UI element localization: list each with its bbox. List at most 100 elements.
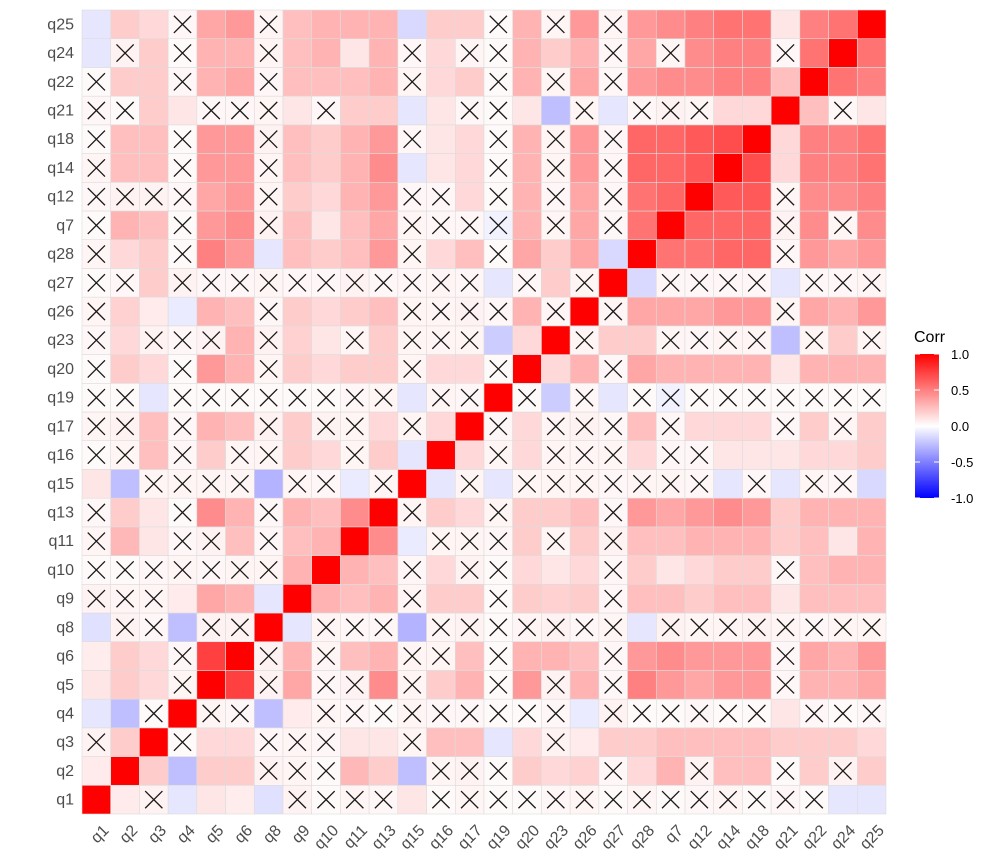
heatmap-cell-q18-q12 bbox=[742, 181, 772, 212]
cross-mark-q15-q28 bbox=[403, 245, 422, 264]
heatmap-cell-q1-q2 bbox=[81, 756, 112, 786]
cross-mark-q7-q19 bbox=[661, 388, 680, 407]
cross-mark-q15-q27 bbox=[403, 273, 422, 292]
cross-mark-q10-q5 bbox=[317, 675, 336, 694]
heatmap-cell-q9-q10 bbox=[282, 555, 313, 585]
cross-mark-q19-q18 bbox=[489, 130, 508, 149]
cross-mark-q17-q26 bbox=[460, 302, 479, 321]
cross-mark-q2-q27 bbox=[116, 273, 135, 292]
cross-mark-q18-q8 bbox=[747, 618, 766, 637]
heatmap-cell-q3-q21 bbox=[139, 95, 169, 126]
heatmap-cell-q12-q13 bbox=[684, 497, 715, 528]
heatmap-cell-q26-q14 bbox=[569, 153, 600, 183]
heatmap-cell-q16-q28 bbox=[426, 239, 456, 269]
cross-mark-q21-q2 bbox=[776, 761, 795, 780]
cross-mark-q16-q1 bbox=[431, 790, 450, 809]
cross-mark-q12-q1 bbox=[690, 790, 709, 809]
heatmap-cell-q23-q13 bbox=[541, 497, 571, 528]
cross-mark-q4-q16 bbox=[173, 446, 192, 465]
heatmap-cell-q10-q22 bbox=[311, 67, 341, 97]
cross-mark-q6-q27 bbox=[230, 273, 249, 292]
cross-mark-q5-q11 bbox=[202, 532, 221, 551]
cross-mark-q18-q27 bbox=[747, 273, 766, 292]
cross-mark-q19-q8 bbox=[489, 618, 508, 637]
cross-mark-q11-q16 bbox=[345, 446, 364, 465]
heatmap-cell-q8-q9 bbox=[253, 583, 284, 614]
cross-mark-q25-q23 bbox=[862, 331, 881, 350]
cross-mark-q1-q20 bbox=[87, 359, 106, 378]
heatmap-cell-q13-q22 bbox=[368, 67, 399, 97]
heatmap-cell-q7-q2 bbox=[655, 756, 686, 786]
cross-mark-q19-q7 bbox=[489, 216, 508, 235]
heatmap-cell-q15-q25 bbox=[397, 9, 427, 40]
heatmap-cell-q5-q20 bbox=[196, 354, 226, 384]
heatmap-cell-q9-q8 bbox=[282, 612, 313, 643]
y-tick-q5: q5 bbox=[56, 677, 74, 694]
cross-mark-q2-q9 bbox=[116, 589, 135, 608]
x-tick-q13: q13 bbox=[369, 822, 400, 853]
heatmap-cell-q20-q12 bbox=[512, 181, 542, 212]
heatmap-cell-q23-q28 bbox=[541, 239, 571, 269]
cross-mark-q12-q19 bbox=[690, 388, 709, 407]
heatmap-cell-q11-q21 bbox=[340, 95, 370, 126]
heatmap-cell-q9-q26 bbox=[282, 296, 313, 327]
heatmap-cell-q11-q13 bbox=[340, 497, 370, 528]
cross-mark-q16-q19 bbox=[431, 388, 450, 407]
cross-mark-q12-q8 bbox=[690, 618, 709, 637]
heatmap-cell-q7-q8 bbox=[655, 612, 686, 643]
cross-mark-q19-q20 bbox=[489, 359, 508, 378]
heatmap-cell-q3-q19 bbox=[139, 382, 169, 413]
heatmap-cell-q23-q6 bbox=[541, 641, 571, 671]
heatmap-cell-q9-q7 bbox=[282, 210, 313, 241]
heatmap-cell-q10-q12 bbox=[311, 181, 341, 212]
cross-mark-q21-q8 bbox=[776, 618, 795, 637]
heatmap-cell-q25-q1 bbox=[856, 784, 887, 815]
heatmap-cell-q20-q7 bbox=[512, 210, 542, 241]
heatmap-cell-q20-q10 bbox=[512, 555, 542, 585]
cross-mark-q8-q27 bbox=[259, 273, 278, 292]
heatmap-cell-q7-q9 bbox=[655, 583, 686, 614]
y-tick-q2: q2 bbox=[56, 763, 74, 780]
heatmap-cell-q25-q26 bbox=[856, 296, 887, 327]
heatmap-cell-q4-q26 bbox=[167, 296, 198, 327]
heatmap-cell-q5-q6 bbox=[196, 641, 226, 671]
heatmap-cell-q7-q6 bbox=[655, 641, 686, 671]
cross-mark-q17-q1 bbox=[460, 790, 479, 809]
cross-mark-q1-q14 bbox=[87, 158, 106, 177]
heatmap-cell-q28-q24 bbox=[627, 38, 657, 68]
x-tick-q16: q16 bbox=[426, 822, 457, 853]
heatmap-cell-q26-q13 bbox=[569, 497, 600, 528]
heatmap-cell-q7-q14 bbox=[655, 153, 686, 183]
cross-mark-q15-q5 bbox=[403, 675, 422, 694]
y-tick-q10: q10 bbox=[47, 562, 74, 579]
heatmap-cell-q20-q26 bbox=[512, 296, 542, 327]
cross-mark-q11-q8 bbox=[345, 618, 364, 637]
heatmap-cell-q6-q12 bbox=[225, 181, 255, 212]
heatmap-cell-q25-q21 bbox=[856, 95, 887, 126]
cross-mark-q9-q3 bbox=[288, 733, 307, 752]
x-tick-q21: q21 bbox=[771, 822, 802, 853]
heatmap-cell-q22-q10 bbox=[799, 555, 829, 585]
heatmap-cell-q9-q9 bbox=[282, 583, 313, 614]
heatmap-cell-q26-q12 bbox=[569, 181, 600, 212]
heatmap-cell-q2-q13 bbox=[110, 497, 140, 528]
cross-mark-q8-q2 bbox=[259, 761, 278, 780]
cross-mark-q6-q15 bbox=[230, 474, 249, 493]
heatmap-cell-q26-q18 bbox=[569, 124, 600, 154]
cross-mark-q15-q26 bbox=[403, 302, 422, 321]
cross-mark-q8-q19 bbox=[259, 388, 278, 407]
heatmap-cell-q13-q17 bbox=[368, 411, 399, 442]
heatmap-cell-q18-q16 bbox=[742, 440, 772, 470]
heatmap-cell-q22-q11 bbox=[799, 526, 829, 556]
cross-mark-q8-q26 bbox=[259, 302, 278, 321]
cross-mark-q19-q14 bbox=[489, 158, 508, 177]
y-tick-q16: q16 bbox=[47, 447, 74, 464]
heatmap-cell-q26-q28 bbox=[569, 239, 600, 269]
heatmap-cell-q6-q2 bbox=[225, 756, 255, 786]
heatmap-cell-q28-q3 bbox=[627, 727, 657, 757]
cross-mark-q19-q16 bbox=[489, 446, 508, 465]
cross-mark-q7-q17 bbox=[661, 417, 680, 436]
heatmap-cell-q25-q15 bbox=[856, 469, 887, 499]
cross-mark-q26-q27 bbox=[575, 273, 594, 292]
heatmap-cell-q24-q4 bbox=[828, 698, 858, 729]
